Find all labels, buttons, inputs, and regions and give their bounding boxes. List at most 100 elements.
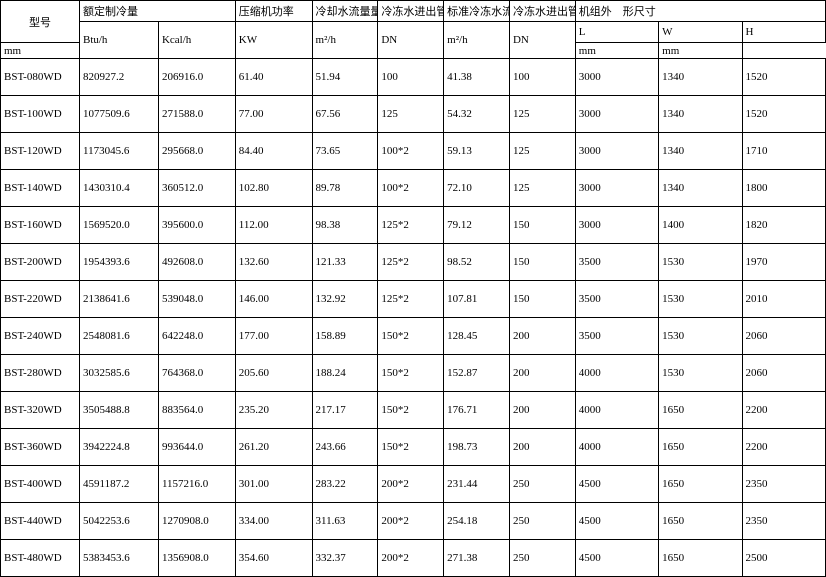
table-cell: 2350 (742, 466, 825, 503)
table-cell: 1340 (659, 59, 742, 96)
table-cell: 4500 (575, 466, 658, 503)
table-cell: 354.60 (235, 540, 312, 577)
table-cell: 334.00 (235, 503, 312, 540)
table-cell: 250 (509, 540, 575, 577)
table-cell: 125*2 (378, 244, 444, 281)
table-row: BST-080WD820927.2206916.061.4051.9410041… (1, 59, 826, 96)
table-cell: 250 (509, 503, 575, 540)
sub-kw: KW (235, 22, 312, 59)
table-cell: 132.60 (235, 244, 312, 281)
table-cell: 176.71 (444, 392, 510, 429)
table-row: BST-280WD3032585.6764368.0205.60188.2415… (1, 355, 826, 392)
table-cell: 1356908.0 (158, 540, 235, 577)
table-cell: 1520 (742, 96, 825, 133)
sub-btu: Btu/h (79, 22, 158, 59)
table-cell: 98.52 (444, 244, 510, 281)
table-cell: 4500 (575, 503, 658, 540)
table-cell: 1077509.6 (79, 96, 158, 133)
table-cell: BST-080WD (1, 59, 80, 96)
table-cell: BST-360WD (1, 429, 80, 466)
table-cell: 125*2 (378, 281, 444, 318)
table-cell: 3000 (575, 133, 658, 170)
table-cell: 150*2 (378, 355, 444, 392)
table-cell: 2138641.6 (79, 281, 158, 318)
table-cell: 200 (509, 429, 575, 466)
table-cell: 4000 (575, 355, 658, 392)
table-cell: 198.73 (444, 429, 510, 466)
table-cell: BST-160WD (1, 207, 80, 244)
table-cell: 820927.2 (79, 59, 158, 96)
table-cell: 1569520.0 (79, 207, 158, 244)
table-cell: 100 (509, 59, 575, 96)
table-cell: 301.00 (235, 466, 312, 503)
table-cell: 150*2 (378, 429, 444, 466)
table-row: BST-480WD5383453.61356908.0354.60332.372… (1, 540, 826, 577)
table-cell: 89.78 (312, 170, 378, 207)
table-cell: 77.00 (235, 96, 312, 133)
table-cell: 158.89 (312, 318, 378, 355)
table-cell: 1530 (659, 355, 742, 392)
table-cell: 102.80 (235, 170, 312, 207)
table-cell: 200*2 (378, 503, 444, 540)
table-cell: BST-320WD (1, 392, 80, 429)
table-cell: 125*2 (378, 207, 444, 244)
table-cell: 231.44 (444, 466, 510, 503)
table-row: BST-120WD1173045.6295668.084.4073.65100*… (1, 133, 826, 170)
table-cell: 100*2 (378, 133, 444, 170)
table-cell: 150 (509, 207, 575, 244)
table-cell: 993644.0 (158, 429, 235, 466)
table-cell: 1340 (659, 170, 742, 207)
table-cell: 2548081.6 (79, 318, 158, 355)
spec-table: 型号 额定制冷量 压缩机功率 冷却水流量量 冷冻水进出管径 标准冷冻水流量 冷冻… (0, 0, 826, 577)
table-cell: 2500 (742, 540, 825, 577)
table-cell: 1173045.6 (79, 133, 158, 170)
table-cell: 2200 (742, 429, 825, 466)
table-body: BST-080WD820927.2206916.061.4051.9410041… (1, 59, 826, 577)
table-cell: 235.20 (235, 392, 312, 429)
table-cell: 125 (509, 170, 575, 207)
table-row: BST-160WD1569520.0395600.0112.0098.38125… (1, 207, 826, 244)
table-cell: 1270908.0 (158, 503, 235, 540)
table-cell: 1650 (659, 540, 742, 577)
table-cell: 1710 (742, 133, 825, 170)
table-cell: 98.38 (312, 207, 378, 244)
table-row: BST-200WD1954393.6492608.0132.60121.3312… (1, 244, 826, 281)
table-cell: 51.94 (312, 59, 378, 96)
sub-mm3: mm (659, 43, 742, 59)
sub-dn2: DN (509, 22, 575, 59)
table-cell: 150 (509, 244, 575, 281)
table-cell: 243.66 (312, 429, 378, 466)
table-cell: 72.10 (444, 170, 510, 207)
table-cell: 128.45 (444, 318, 510, 355)
table-cell: 1954393.6 (79, 244, 158, 281)
table-cell: 1400 (659, 207, 742, 244)
table-cell: 2200 (742, 392, 825, 429)
table-cell: 200 (509, 318, 575, 355)
table-cell: 3000 (575, 59, 658, 96)
table-row: BST-140WD1430310.4360512.0102.8089.78100… (1, 170, 826, 207)
table-cell: 883564.0 (158, 392, 235, 429)
table-cell: 642248.0 (158, 318, 235, 355)
hdr-cooling-pipe: 冷冻水进出管径 (378, 1, 444, 22)
table-cell: 5042253.6 (79, 503, 158, 540)
table-cell: 200 (509, 392, 575, 429)
table-row: BST-400WD4591187.21157216.0301.00283.222… (1, 466, 826, 503)
table-cell: 492608.0 (158, 244, 235, 281)
hdr-model: 型号 (1, 1, 80, 43)
table-cell: 4000 (575, 392, 658, 429)
sub-W: W (659, 22, 742, 43)
hdr-chilled-pipe: 冷冻水进出管径 (509, 1, 575, 22)
hdr-dims: 机组外 形尺寸 (575, 1, 825, 22)
table-cell: 61.40 (235, 59, 312, 96)
table-row: BST-320WD3505488.8883564.0235.20217.1715… (1, 392, 826, 429)
table-cell: 254.18 (444, 503, 510, 540)
hdr-chilled-flow: 标准冷冻水流量 (444, 1, 510, 22)
table-cell: 125 (509, 133, 575, 170)
table-cell: BST-240WD (1, 318, 80, 355)
table-cell: BST-220WD (1, 281, 80, 318)
table-cell: 1340 (659, 96, 742, 133)
table-cell: 205.60 (235, 355, 312, 392)
sub-mm1: mm (1, 43, 80, 59)
table-cell: 2060 (742, 318, 825, 355)
table-cell: 107.81 (444, 281, 510, 318)
